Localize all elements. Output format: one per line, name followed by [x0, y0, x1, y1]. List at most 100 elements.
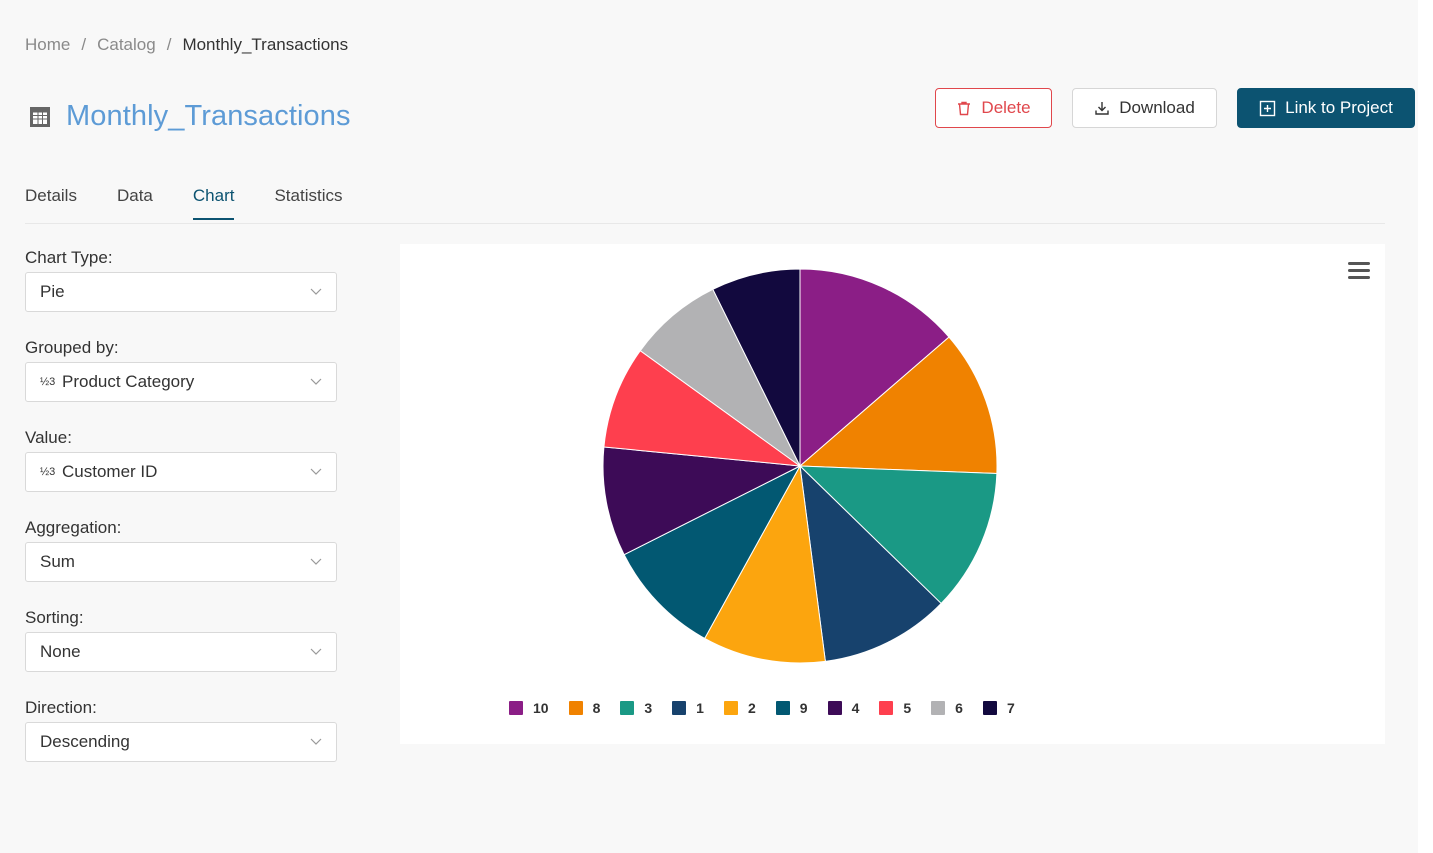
chevron-down-icon — [310, 648, 322, 655]
pie-slice-10[interactable] — [799, 268, 950, 468]
pie-slice-7[interactable] — [712, 268, 801, 467]
legend-label: 9 — [799, 700, 808, 716]
chart-legend: 10 8 3 1 2 9 4 5 6 7 — [509, 700, 1035, 716]
legend-swatch — [723, 701, 738, 715]
plus-square-icon — [1259, 100, 1276, 116]
direction-label: Direction: — [25, 698, 97, 717]
trash-icon — [958, 101, 971, 116]
download-label: Download — [1119, 98, 1195, 117]
delete-label: Delete — [981, 98, 1031, 117]
tab-data[interactable]: Data — [116, 186, 153, 205]
chevron-down-icon — [310, 558, 322, 565]
sorting-select[interactable]: None — [25, 632, 337, 672]
legend-label: 6 — [955, 700, 963, 716]
legend-swatch — [931, 701, 946, 715]
table-icon — [30, 106, 50, 127]
numeric-icon: ½3 — [40, 465, 56, 478]
pie-slice-9[interactable] — [623, 464, 802, 640]
aggregation-value: Sum — [40, 552, 75, 571]
legend-item-4[interactable]: 4 — [827, 700, 860, 716]
value-label: Value: — [25, 428, 72, 447]
chart-type-value: Pie — [40, 282, 65, 301]
direction-select[interactable]: Descending — [25, 722, 337, 762]
chart-type-label: Chart Type: — [25, 248, 113, 267]
numeric-icon: ½3 — [40, 375, 56, 388]
legend-item-2[interactable]: 2 — [723, 700, 756, 716]
legend-swatch — [568, 701, 583, 715]
tab-chart[interactable]: Chart — [192, 186, 235, 220]
tab-details[interactable]: Details — [25, 186, 77, 205]
legend-item-6[interactable]: 6 — [931, 700, 963, 716]
chart-settings-form: Chart Type: Pie Grouped by: ½3 Product C… — [25, 248, 337, 788]
pie-slice-8[interactable] — [798, 336, 998, 475]
legend-item-1[interactable]: 1 — [672, 700, 704, 716]
sorting-label: Sorting: — [25, 608, 84, 627]
grouped-by-select[interactable]: ½3 Product Category — [25, 362, 337, 402]
tabs-divider — [25, 223, 1385, 224]
legend-item-7[interactable]: 7 — [982, 700, 1015, 716]
legend-swatch — [827, 701, 842, 715]
grouped-by-field: Grouped by: ½3 Product Category — [25, 338, 337, 402]
pie-slice-3[interactable] — [798, 465, 998, 605]
pie-slice-6[interactable] — [639, 288, 801, 467]
chart-type-field: Chart Type: Pie — [25, 248, 337, 312]
download-button[interactable]: Download — [1072, 88, 1217, 128]
grouped-by-label: Grouped by: — [25, 338, 119, 357]
legend-item-5[interactable]: 5 — [879, 700, 911, 716]
direction-value: Descending — [40, 732, 130, 751]
legend-item-3[interactable]: 3 — [620, 700, 652, 716]
pie-chart — [602, 268, 998, 664]
value-field: Value: ½3 Customer ID — [25, 428, 337, 492]
link-to-project-button[interactable]: Link to Project — [1237, 88, 1415, 128]
pie-slice-4[interactable] — [602, 446, 802, 556]
aggregation-label: Aggregation: — [25, 518, 122, 537]
legend-label: 8 — [592, 700, 601, 716]
legend-item-10[interactable]: 10 — [509, 700, 549, 716]
legend-label: 4 — [851, 700, 860, 716]
hamburger-menu-icon[interactable] — [1348, 262, 1370, 280]
legend-item-8[interactable]: 8 — [568, 700, 601, 716]
chevron-down-icon — [310, 288, 322, 295]
legend-item-9[interactable]: 9 — [775, 700, 808, 716]
breadcrumb-current: Monthly_Transactions — [182, 35, 349, 54]
tab-bar: Details Data Chart Statistics — [25, 186, 383, 220]
legend-swatch — [775, 701, 790, 715]
legend-swatch — [620, 701, 635, 715]
value-value: Customer ID — [62, 462, 158, 481]
chart-type-select[interactable]: Pie — [25, 272, 337, 312]
chart-panel: 10 8 3 1 2 9 4 5 6 7 — [400, 244, 1385, 744]
chevron-down-icon — [310, 378, 322, 385]
breadcrumb-separator: / — [166, 35, 172, 54]
tab-statistics[interactable]: Statistics — [274, 186, 343, 205]
legend-swatch — [509, 701, 523, 715]
legend-label: 5 — [903, 700, 912, 716]
legend-swatch — [879, 701, 894, 715]
aggregation-select[interactable]: Sum — [25, 542, 337, 582]
legend-label: 1 — [696, 700, 704, 716]
breadcrumb-catalog[interactable]: Catalog — [97, 35, 156, 54]
value-select[interactable]: ½3 Customer ID — [25, 452, 337, 492]
download-icon — [1095, 102, 1109, 115]
legend-swatch — [982, 701, 997, 715]
chevron-down-icon — [310, 468, 322, 475]
delete-button[interactable]: Delete — [935, 88, 1052, 128]
legend-label: 10 — [533, 700, 549, 716]
grouped-by-value: Product Category — [62, 372, 195, 391]
pie-slice-5[interactable] — [603, 349, 802, 467]
pie-slice-2[interactable] — [704, 464, 826, 664]
chevron-down-icon — [310, 738, 322, 745]
legend-swatch — [672, 701, 687, 715]
sorting-value: None — [40, 642, 81, 661]
breadcrumb-separator: / — [81, 35, 87, 54]
sorting-field: Sorting: None — [25, 608, 337, 672]
breadcrumb-home[interactable]: Home — [25, 35, 71, 54]
title-row: Monthly_Transactions — [28, 100, 351, 133]
legend-label: 7 — [1006, 700, 1015, 716]
aggregation-field: Aggregation: Sum — [25, 518, 337, 582]
direction-field: Direction: Descending — [25, 698, 337, 762]
legend-label: 2 — [747, 700, 756, 716]
pie-slice-1[interactable] — [799, 464, 942, 662]
link-to-project-label: Link to Project — [1285, 98, 1393, 117]
legend-label: 3 — [644, 700, 653, 716]
